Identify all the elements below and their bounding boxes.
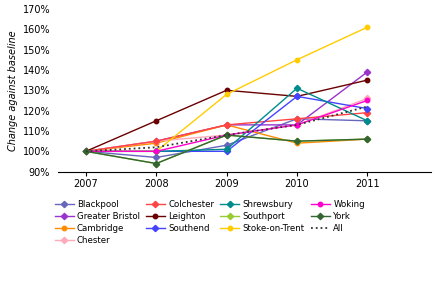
Legend: Blackpool, Greater Bristol, Cambridge, Chester, Colchester, Leighton, Southend, : Blackpool, Greater Bristol, Cambridge, C… bbox=[55, 200, 365, 245]
Y-axis label: Change against baseline: Change against baseline bbox=[8, 30, 18, 151]
